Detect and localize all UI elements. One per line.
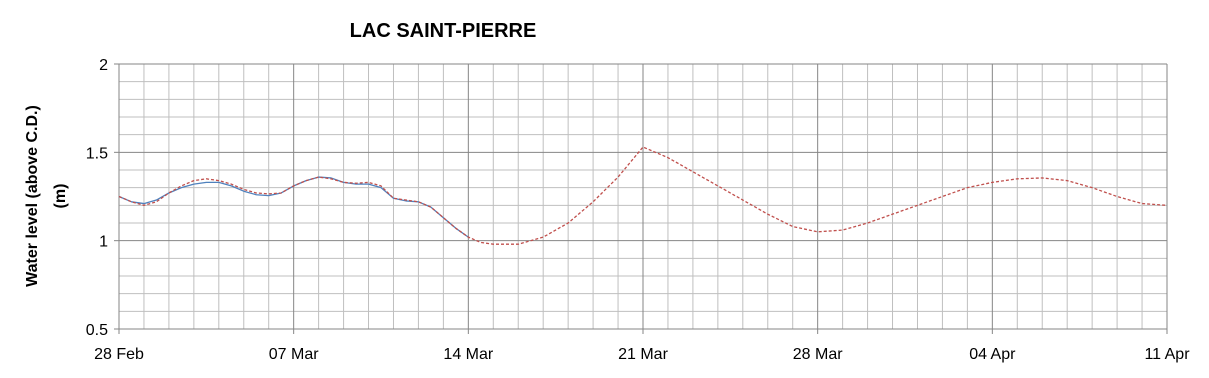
y-tick-label: 1 [99,234,108,251]
y-label-line: Water level (above C.D.) [24,105,41,287]
chart-title: LAC SAINT-PIERRE [350,20,537,42]
series-line [118,146,1168,245]
x-tick-label: 28 Mar [793,346,843,363]
x-tick-label: 11 Apr [1144,346,1190,363]
y-tick-label: 2 [99,57,108,74]
x-tick-label: 07 Mar [269,346,319,363]
x-tick-label: 14 Mar [443,346,493,363]
x-tick-label: 04 Apr [969,346,1016,363]
y-tick-label: 0.5 [86,322,108,339]
y-tick-label: 1.5 [86,145,108,162]
x-tick-label: 21 Mar [618,346,668,363]
y-axis-title: Water level (above C.D.) (m) [24,105,69,287]
y-label-line: (m) [52,184,69,209]
x-tick-label: 28 Feb [94,346,144,363]
